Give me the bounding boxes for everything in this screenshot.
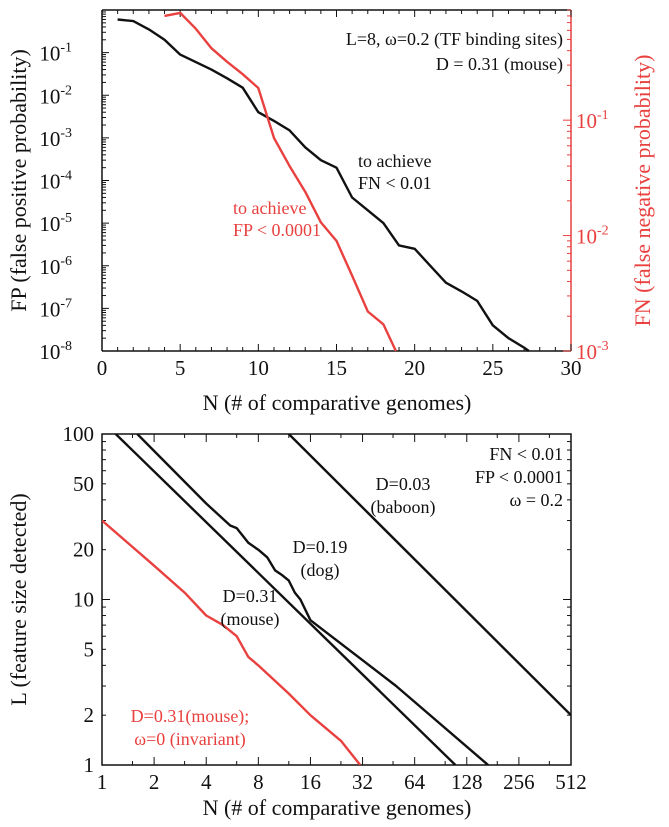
top-series-fn-label: to achieve <box>358 151 431 171</box>
bottom-series-baboon-label: D=0.03 <box>376 474 431 494</box>
bottom-x-tick-label: 128 <box>451 770 483 794</box>
top-y-tick-exponent: -4 <box>60 169 72 184</box>
top-y-tick-exponent: -1 <box>60 41 72 56</box>
bottom-y-tick-label: 1 <box>84 753 95 777</box>
bottom-panel: 1 2 4 8 16 32 64 128 256 512 1 2 5 10 20 50 100 D=0.03 (ba… <box>6 422 587 820</box>
bottom-series-invariant-label: D=0.31(mouse); <box>131 706 250 727</box>
top-y2-tick-label: 10-2 <box>576 224 609 249</box>
bottom-x-tick-label: 2 <box>149 770 160 794</box>
bottom-series-baboon-label: (baboon) <box>371 497 436 518</box>
bottom-x-tick-label: 512 <box>555 770 587 794</box>
bottom-x-tick-label: 64 <box>404 770 426 794</box>
bottom-series-dog-label: D=0.19 <box>293 537 348 557</box>
top-x-tick-label: 15 <box>326 356 347 380</box>
bottom-series-mouse-label: D=0.31 <box>223 586 278 606</box>
top-x-tick-label: 10 <box>248 356 269 380</box>
top-y2-tick-label: 10-3 <box>576 339 609 364</box>
bottom-series-mouse-label: (mouse) <box>221 609 280 630</box>
top-x-tick-label: 25 <box>482 356 503 380</box>
bottom-x-tick-label: 8 <box>253 770 264 794</box>
bottom-series-dog-label: (dog) <box>301 560 340 581</box>
top-series-fp-line <box>164 11 397 352</box>
top-y-tick-exponent: -2 <box>60 83 72 98</box>
top-annotation: D = 0.31 (mouse) <box>436 54 563 75</box>
top-y-tick-label: 10-5 <box>39 211 72 236</box>
top-y-tick-exponent: -8 <box>60 339 72 354</box>
bottom-x-tick-label: 16 <box>300 770 321 794</box>
top-panel: 0 5 10 15 20 25 30 10-1 10-2 10-3 10-4 10-5 10-6 10-7… <box>6 9 655 415</box>
top-y-tick-label: 10-1 <box>39 41 72 66</box>
top-y-tick-exponent: -7 <box>60 296 72 311</box>
bottom-series-invariant-line <box>102 519 362 765</box>
bottom-series-dog-line <box>136 434 489 765</box>
bottom-series-mouse-line <box>114 434 457 765</box>
top-y2-tick-label: 10-1 <box>576 108 609 133</box>
bottom-annotation: FN < 0.01 <box>489 444 563 464</box>
bottom-x-axis-label: N (# of comparative genomes) <box>203 795 472 820</box>
bottom-annotation: ω = 0.2 <box>510 490 564 510</box>
top-y-tick-label: 10-2 <box>39 83 72 108</box>
top-x-tick-label: 0 <box>97 356 108 380</box>
top-y2-axis-label: FN (false negative probability) <box>630 55 655 327</box>
top-x-axis-label: N (# of comparative genomes) <box>203 390 472 415</box>
bottom-series-baboon-line <box>287 434 571 717</box>
top-y-tick-label: 10-7 <box>39 296 72 321</box>
top-y-tick-label: 10-3 <box>39 126 72 151</box>
top-x-tick-label: 5 <box>175 356 186 380</box>
top-x-tick-label: 30 <box>561 356 582 380</box>
bottom-y-tick-label: 10 <box>73 588 94 612</box>
bottom-y-tick-label: 100 <box>63 422 95 446</box>
top-series-fn-label: FN < 0.01 <box>358 173 432 193</box>
top-x-tick-label: 20 <box>404 356 425 380</box>
bottom-x-tick-label: 1 <box>97 770 108 794</box>
top-y2-tick-exponent: -2 <box>597 224 609 239</box>
top-y-tick-label: 10-4 <box>39 169 72 194</box>
top-series-fn-line <box>117 18 530 352</box>
top-y-axis-label: FP (false positive probability) <box>6 49 31 312</box>
top-series-fp-label: FP < 0.0001 <box>233 220 321 240</box>
top-y-tick-exponent: -5 <box>60 211 72 226</box>
bottom-y-tick-label: 20 <box>73 538 94 562</box>
top-series-fp-label: to achieve <box>233 198 306 218</box>
bottom-x-tick-label: 4 <box>201 770 212 794</box>
bottom-x-tick-label: 256 <box>503 770 535 794</box>
top-y-tick-exponent: -3 <box>60 126 72 141</box>
top-annotation: L=8, ω=0.2 (TF binding sites) <box>346 29 563 50</box>
top-y-tick-label: 10-8 <box>39 339 72 364</box>
top-y2-tick-exponent: -3 <box>597 339 609 354</box>
bottom-y-axis-label: L (feature size detected) <box>6 493 31 705</box>
top-y-tick-exponent: -6 <box>60 254 72 269</box>
top-y2-tick-exponent: -1 <box>597 108 609 123</box>
top-y-tick-label: 10-6 <box>39 254 72 279</box>
bottom-series-invariant-label: ω=0 (invariant) <box>134 729 245 750</box>
bottom-y-tick-label: 5 <box>84 637 95 661</box>
bottom-annotation: FP < 0.0001 <box>475 467 563 487</box>
bottom-y-tick-label: 2 <box>84 703 95 727</box>
bottom-x-tick-label: 32 <box>352 770 373 794</box>
bottom-y-tick-label: 50 <box>73 472 94 496</box>
